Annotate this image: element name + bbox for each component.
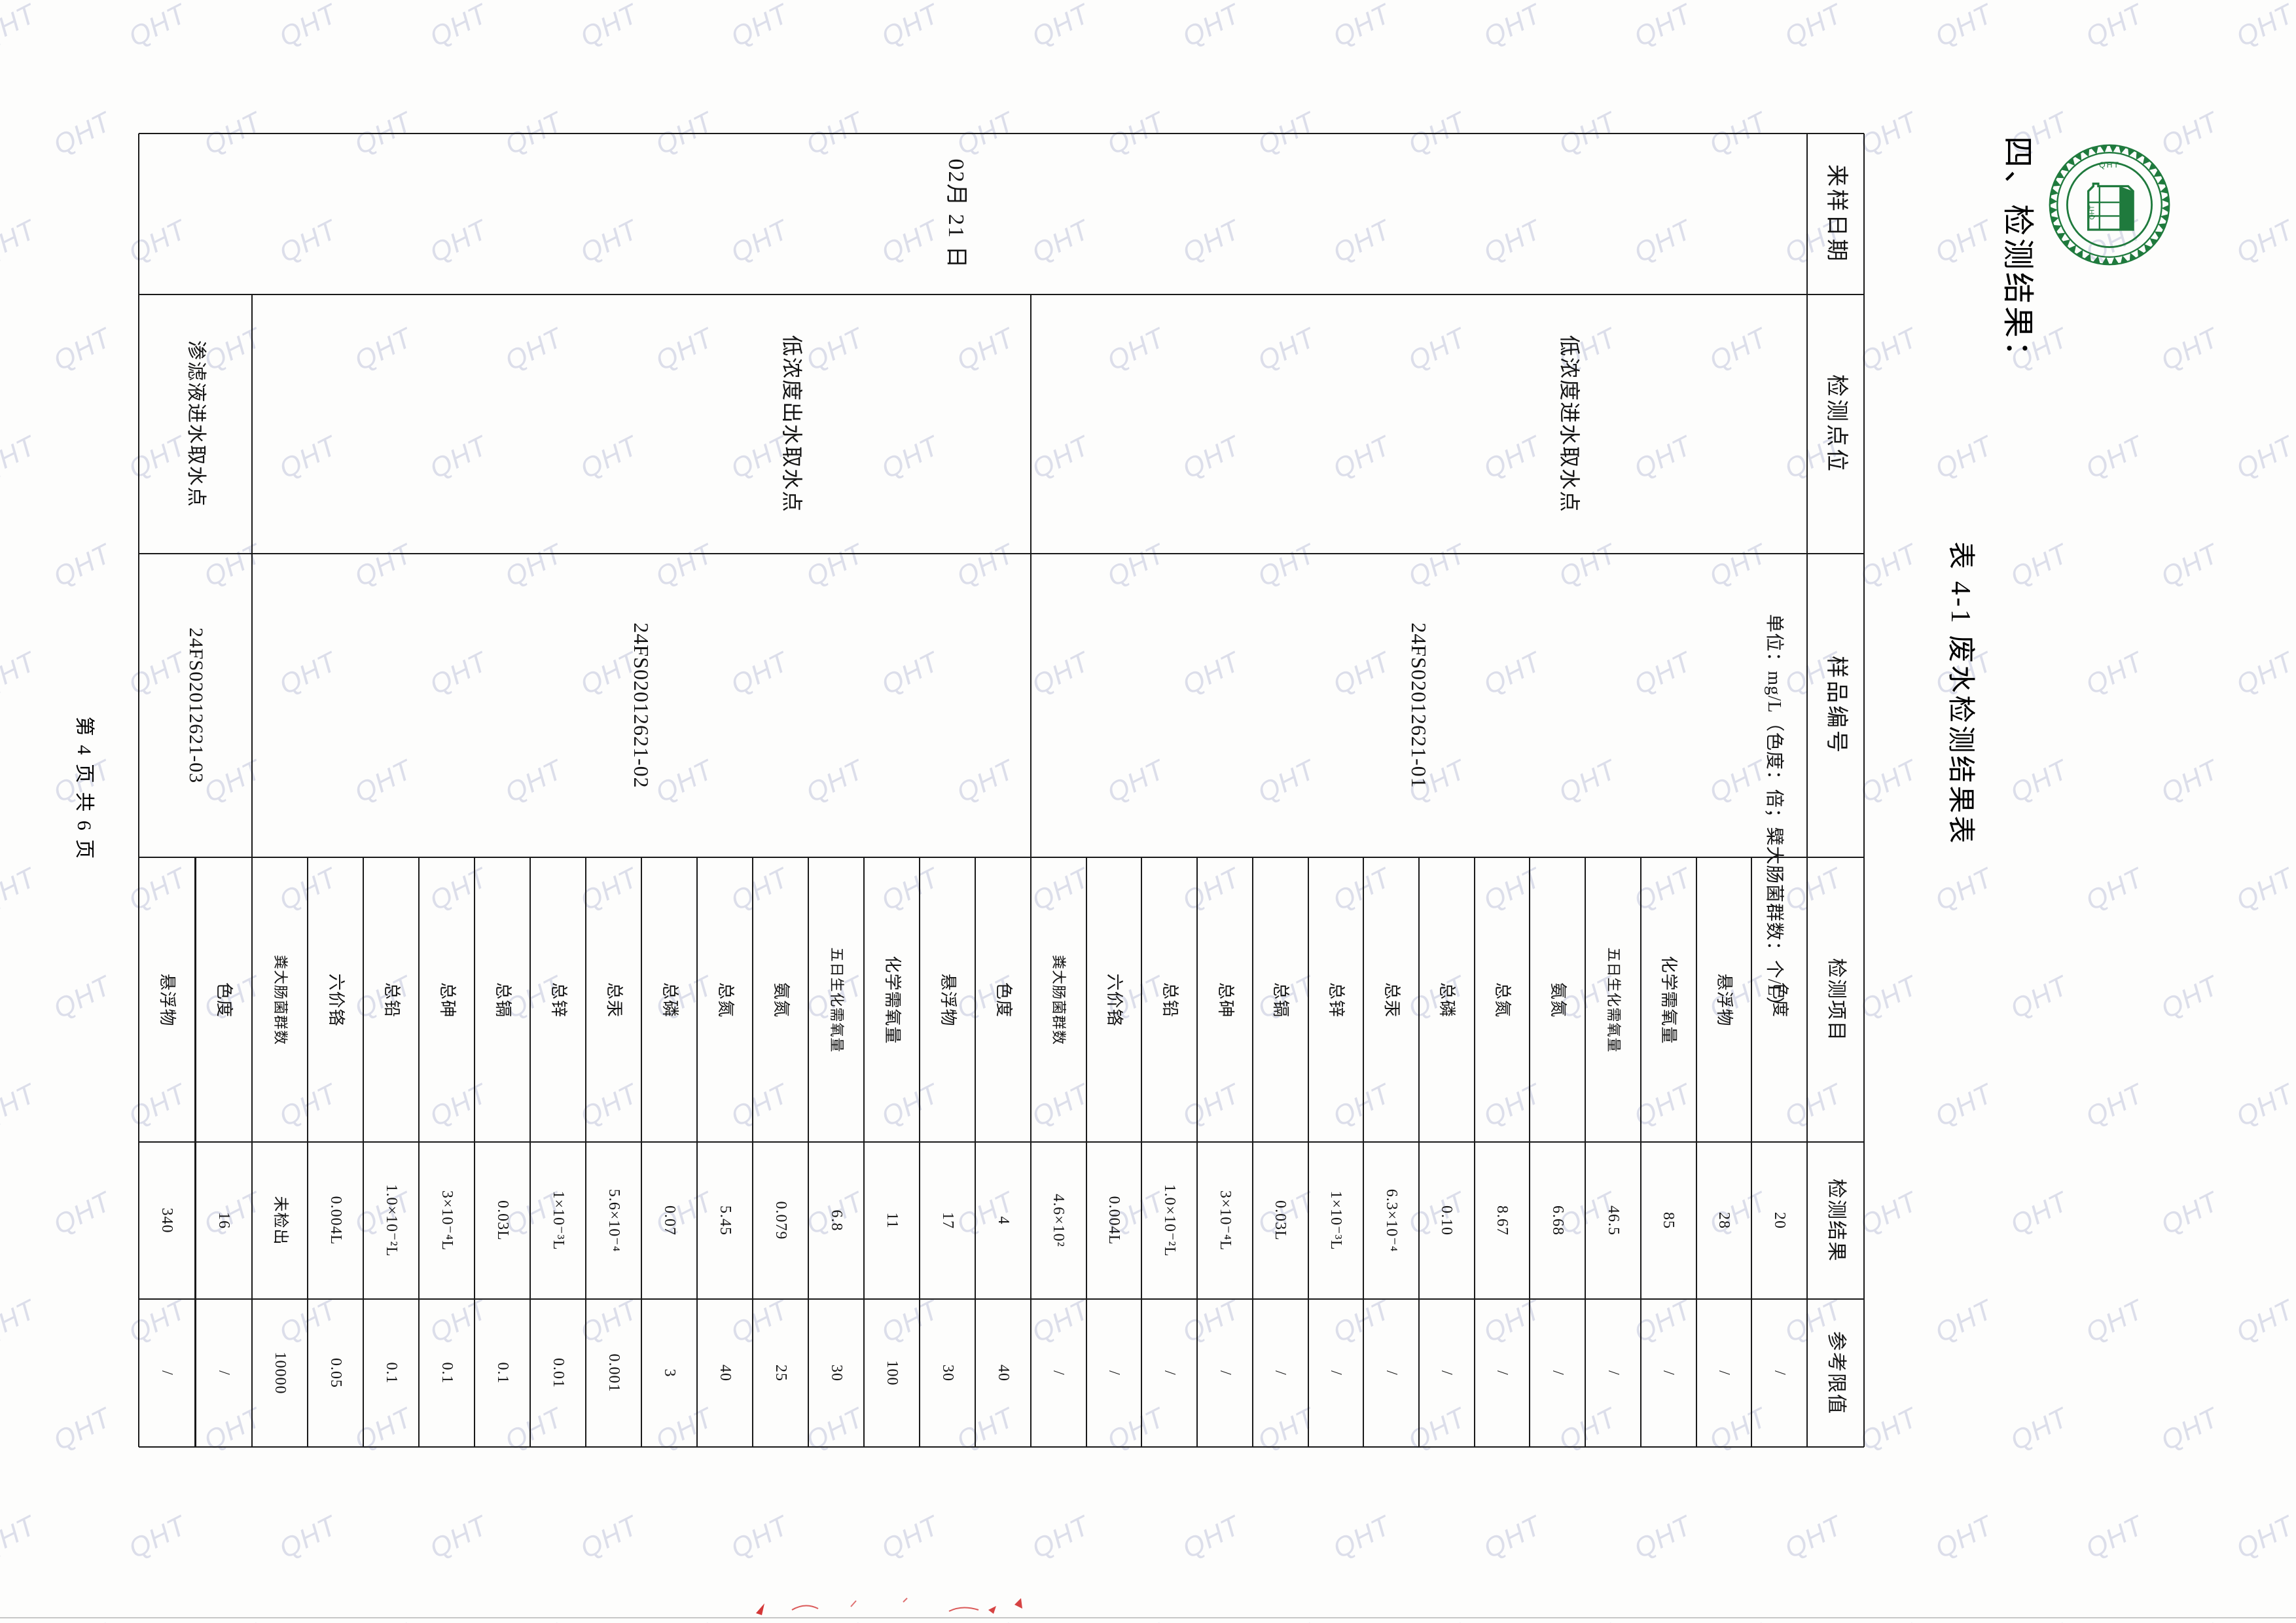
svg-text:QHT: QHT xyxy=(2099,160,2120,169)
svg-text:QHT: QHT xyxy=(2089,205,2096,220)
